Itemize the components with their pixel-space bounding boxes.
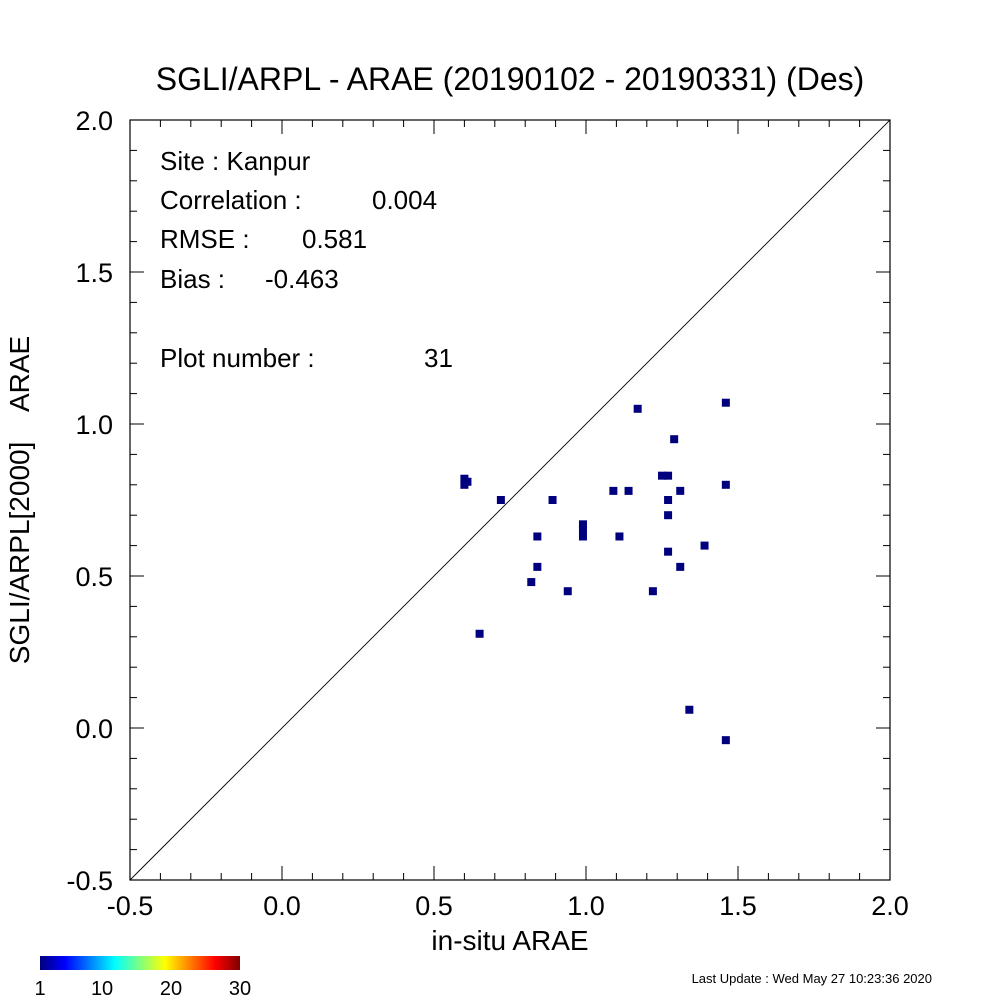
data-point [533,532,542,541]
data-point [609,486,618,495]
data-point [533,562,542,571]
one-to-one-line [129,119,891,881]
plot-frame [129,119,891,881]
x-tick-label: 0.0 [263,891,301,921]
data-point [563,587,572,596]
site-label: Site : Kanpur [160,146,311,176]
data-point [463,477,472,486]
x-tick-label: 2.0 [871,891,909,921]
data-points [460,398,730,745]
y-tick-label: 1.5 [75,258,113,288]
y-tick-label: 0.5 [75,562,113,592]
data-point [548,496,557,504]
colorbar-tick-label: 1 [34,978,45,1000]
x-tick-label: -0.5 [107,891,154,921]
y-tick-label: 0.0 [75,714,113,744]
data-point [624,486,633,495]
y-tick-label: -0.5 [66,866,113,896]
bias-value: -0.463 [265,264,339,294]
colorbar-tick-labels: 1 10 20 30 [34,978,251,1000]
data-point [664,471,673,480]
correlation-value: 0.004 [372,185,437,215]
colorbar [40,956,240,970]
colorbar-tick-label: 10 [91,978,113,1000]
x-tick-label: 1.0 [567,891,605,921]
data-point [721,480,730,489]
last-update: Last Update : Wed May 27 10:23:36 2020 [692,971,932,986]
y-tick-label: 1.0 [75,410,113,440]
data-point [578,520,587,529]
data-point [685,705,694,714]
data-point [670,435,679,444]
data-point [633,404,642,413]
x-tick-label: 1.5 [719,891,757,921]
data-point [578,526,587,535]
colorbar-tick-label: 30 [229,978,251,1000]
data-point [578,532,587,541]
x-tick-label: 0.5 [415,891,453,921]
data-point [648,587,657,596]
data-point [527,578,536,587]
axis-ticks [129,119,891,881]
chart-title: SGLI/ARPL - ARAE (20190102 - 20190331) (… [156,61,865,97]
y-axis-label: SGLI/ARPL[2000] ARAE [4,336,35,664]
data-point [721,736,730,745]
data-point [664,511,673,520]
plot-number-value: 31 [424,343,453,373]
data-point [676,486,685,495]
data-point [676,562,685,571]
x-axis-label: in-situ ARAE [431,925,588,956]
y-tick-label: 2.0 [75,106,113,136]
data-point [664,496,673,504]
rmse-value: 0.581 [302,224,367,254]
plot-number-label: Plot number : [160,343,315,373]
data-point [658,471,666,480]
rmse-label: RMSE : [160,224,250,254]
x-tick-labels: -0.5 0.0 0.5 1.0 1.5 2.0 [107,891,909,921]
y-tick-labels: -0.5 0.0 0.5 1.0 1.5 2.0 [66,106,113,896]
data-point [496,496,505,504]
bias-label: Bias : [160,264,225,294]
data-point [615,532,624,541]
colorbar-tick-label: 20 [160,978,182,1000]
correlation-label: Correlation : [160,185,302,215]
data-point [721,398,730,407]
data-point [475,629,484,638]
data-point [700,541,709,550]
data-point [664,547,673,556]
stats-block: Site : Kanpur Correlation : 0.004 RMSE :… [160,146,453,373]
